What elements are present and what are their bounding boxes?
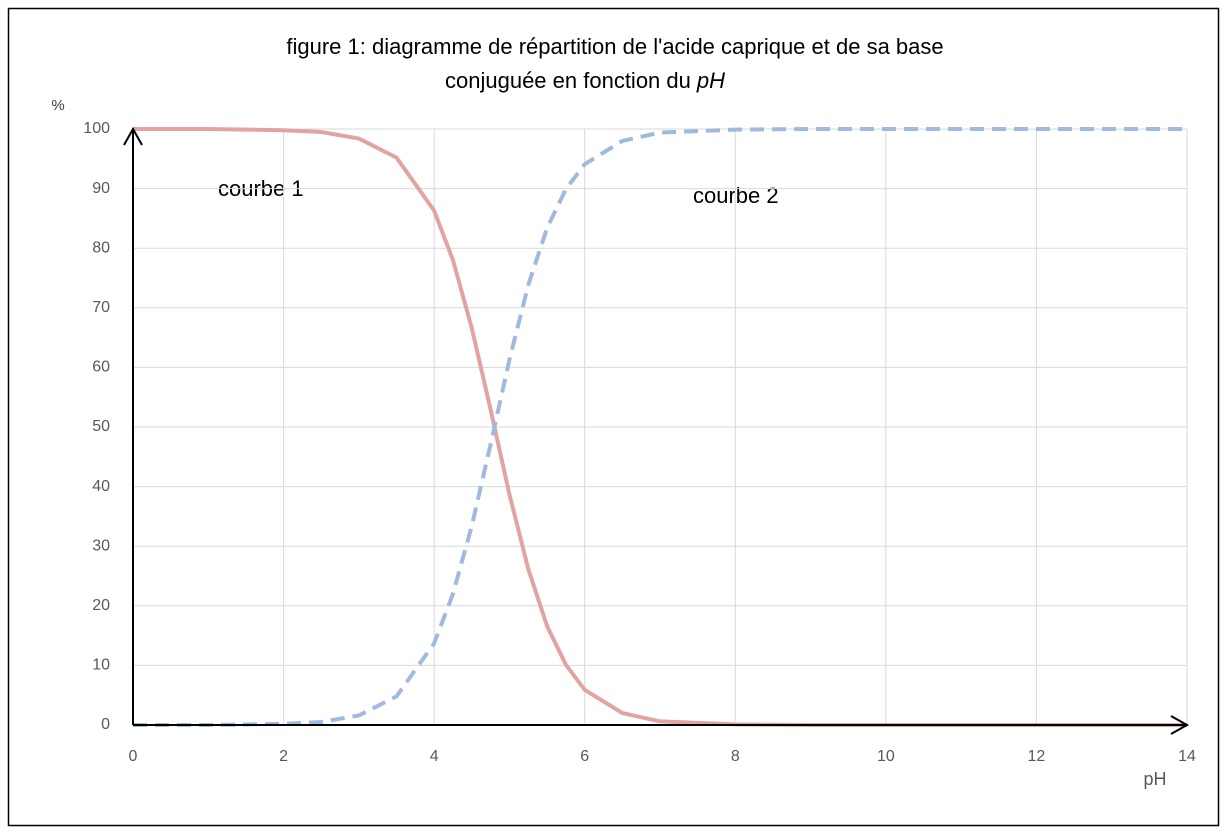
y-tick-label: 0: [101, 716, 110, 733]
plot-area: 0 10 20 30 40 50 60 70 80 90 100 0 2 4 6 8 10 12 14: [83, 120, 1196, 765]
y-tick-label: 60: [92, 359, 110, 376]
y-tick-label: 20: [92, 597, 110, 614]
title-part: conjuguée en fonction du: [445, 68, 691, 93]
x-tick-label: 2: [279, 748, 288, 765]
annotation: courbe 2: [693, 183, 779, 208]
title-italic: pH: [696, 68, 725, 93]
x-tick-label: 4: [430, 748, 439, 765]
x-tick-label: 6: [580, 748, 589, 765]
y-tick-label: 40: [92, 478, 110, 495]
y-tick-label: 90: [92, 180, 110, 197]
y-tick-label: 70: [92, 299, 110, 316]
chart-title: conjuguée en fonction du pH: [445, 68, 725, 93]
x-tick-label: 10: [877, 748, 895, 765]
x-tick-label: 14: [1178, 748, 1196, 765]
y-tick-label: 80: [92, 239, 110, 256]
chart-title: figure 1: diagramme de répartition de l'…: [286, 34, 943, 59]
x-axis-arrow: [1170, 715, 1190, 735]
x-tick-label: 0: [129, 748, 138, 765]
x-tick-label: 8: [731, 748, 740, 765]
x-tick-label: 12: [1028, 748, 1046, 765]
series-line: [133, 127, 1187, 727]
y-axis-label: %: [51, 97, 64, 114]
y-tick-label: 30: [92, 537, 110, 554]
y-tick-label: 10: [92, 657, 110, 674]
y-tick-label: 100: [83, 120, 110, 137]
y-tick-label: 50: [92, 418, 110, 435]
frame: [7, 7, 1220, 827]
y-axis-arrow: [123, 126, 143, 146]
x-axis-label: pH: [1143, 769, 1166, 789]
